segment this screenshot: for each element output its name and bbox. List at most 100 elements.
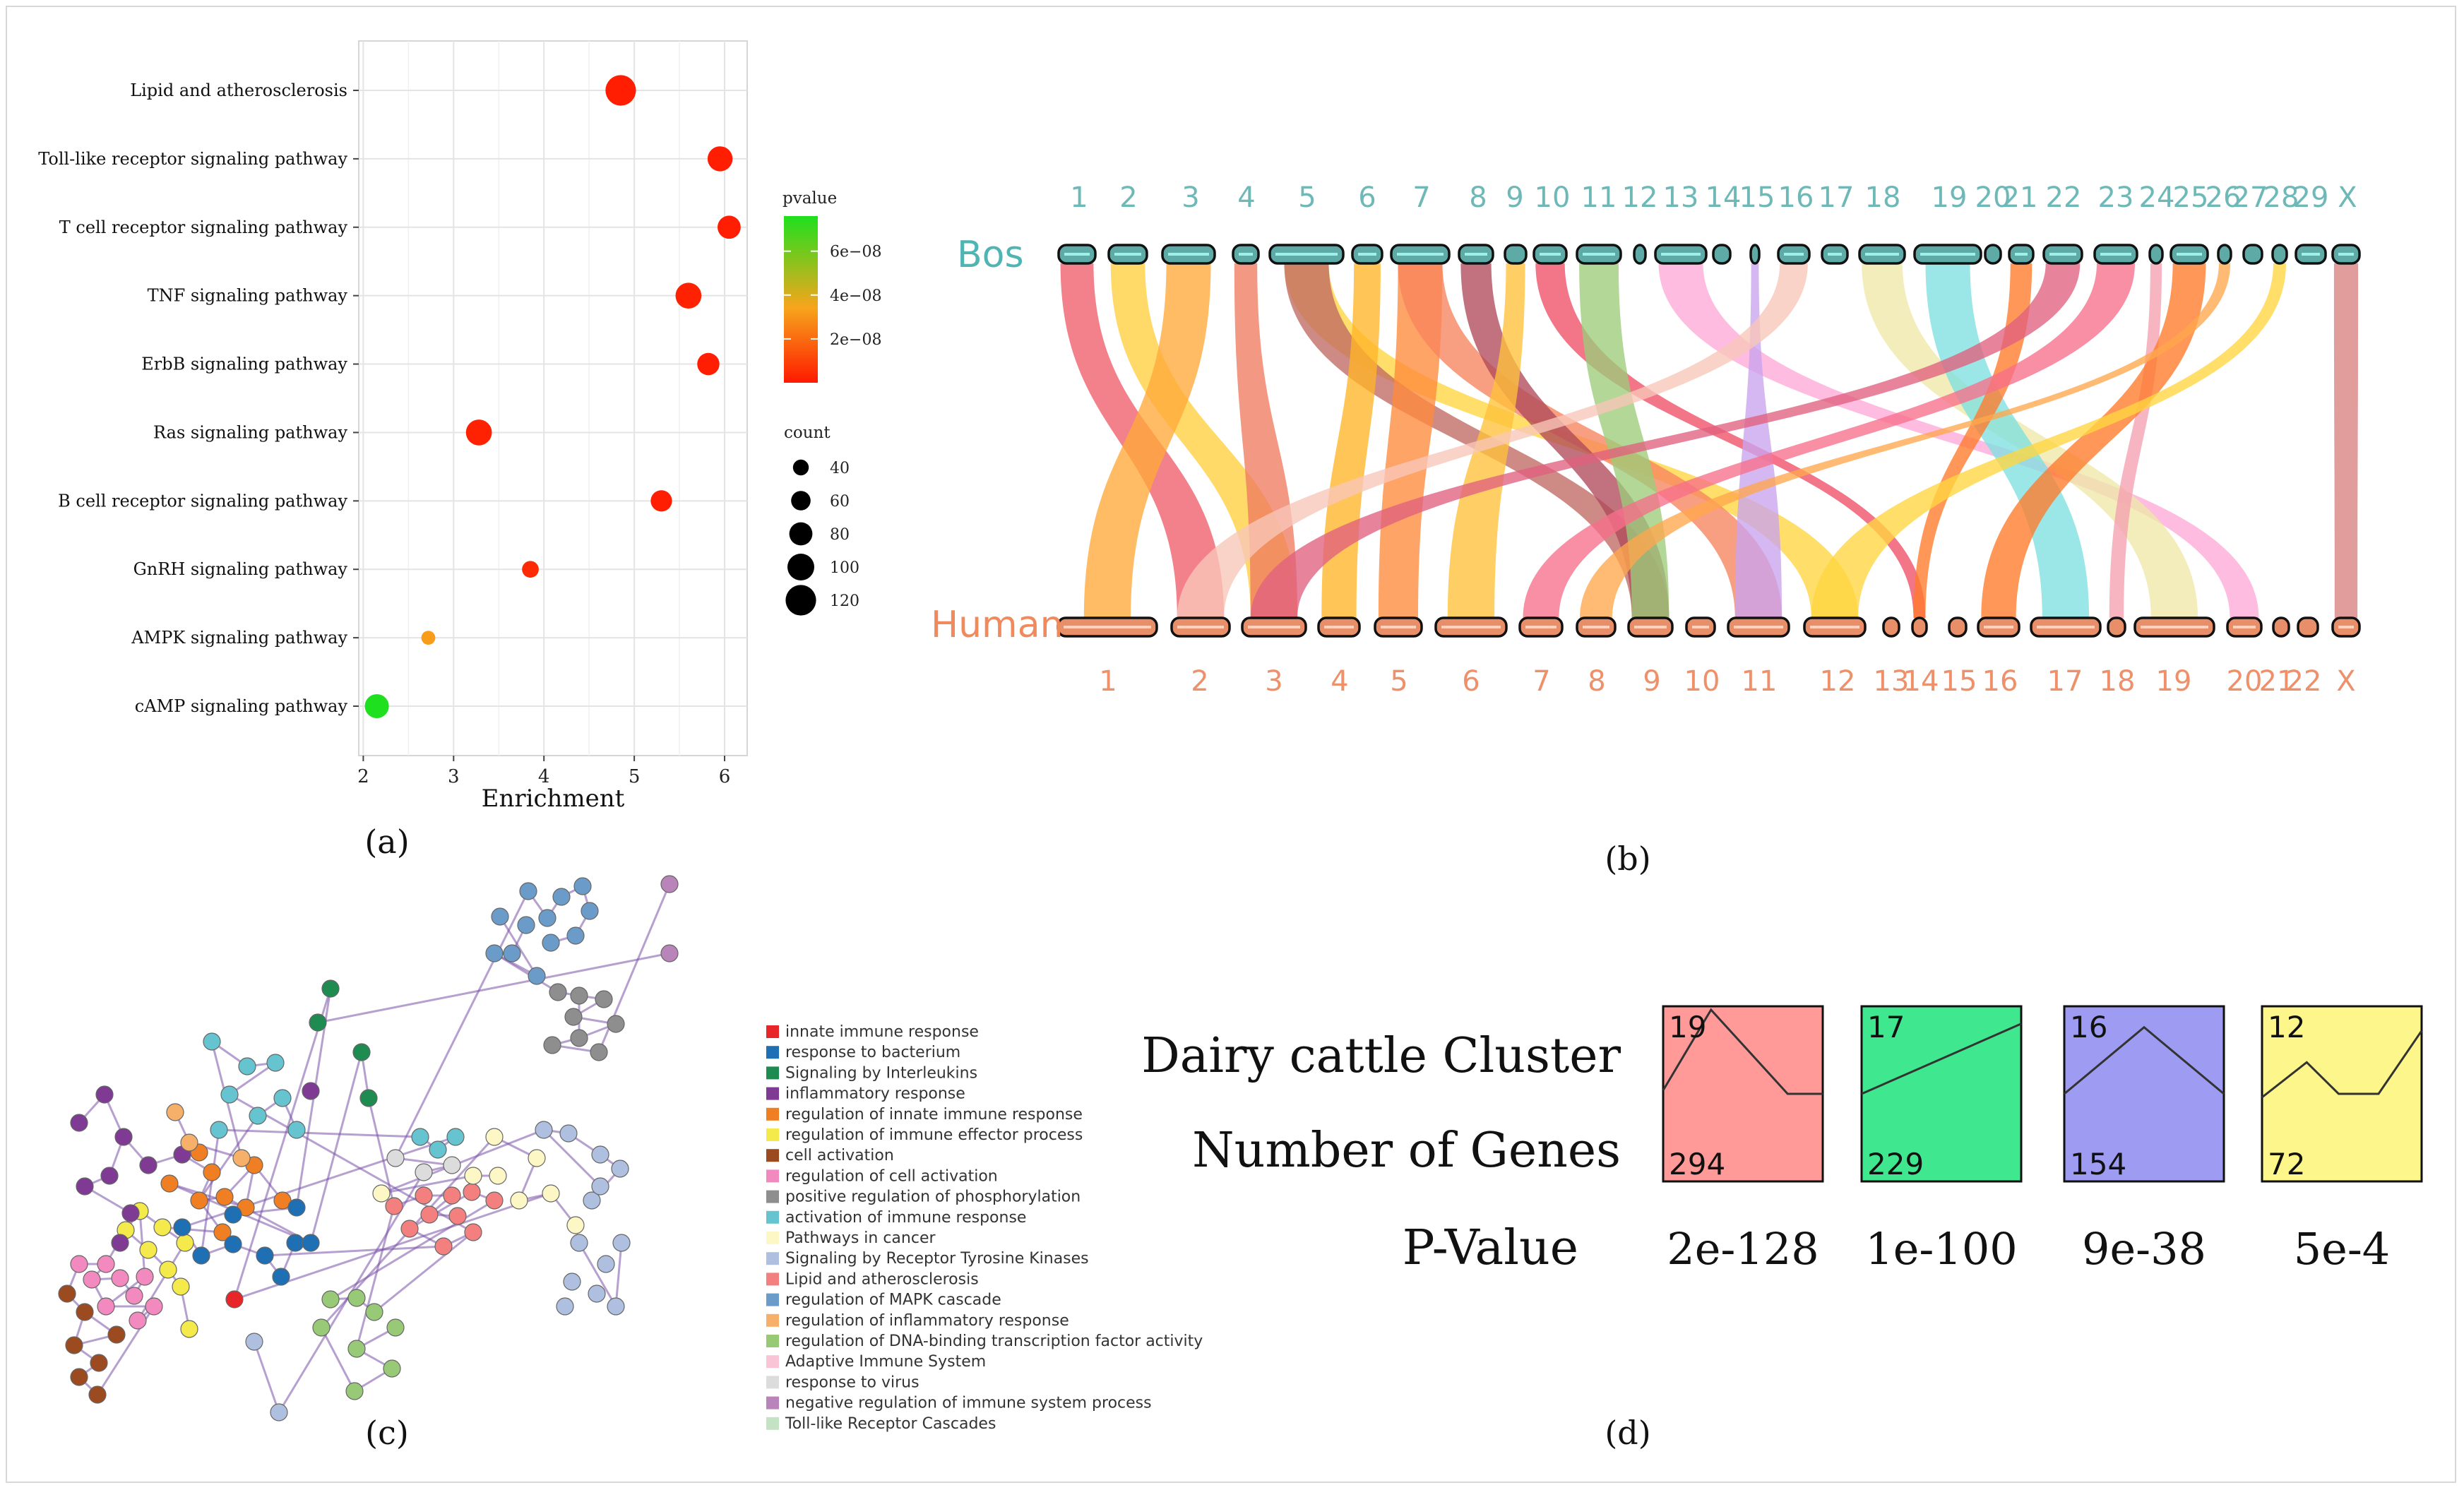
network-node xyxy=(660,875,679,893)
human-chromosome-label: 9 xyxy=(1643,665,1660,698)
bos-chromosome-label: 23 xyxy=(2098,181,2134,214)
legend-swatch xyxy=(766,1376,779,1389)
network-edge xyxy=(169,1182,246,1209)
cluster-gene-count: 294 xyxy=(1669,1147,1725,1181)
legend-label: cell activation xyxy=(785,1147,894,1164)
bos-label: Bos xyxy=(957,234,1024,276)
legend-label: Adaptive Immune System xyxy=(785,1353,986,1371)
network-edge xyxy=(578,1242,617,1307)
bos-chromosome xyxy=(1633,244,1647,265)
enrichment-point xyxy=(421,631,436,645)
count-legend-label: 120 xyxy=(830,592,859,610)
bos-chromosomes xyxy=(1057,244,2361,265)
legend-swatch xyxy=(766,1046,779,1059)
network-edge xyxy=(264,1245,444,1257)
colorbar-tick-label: 2e−08 xyxy=(830,331,881,349)
network-node xyxy=(90,1354,108,1372)
enrichment-point xyxy=(522,561,539,578)
legend-swatch xyxy=(766,1313,779,1327)
cluster-profile-line xyxy=(2064,1025,2225,1095)
network-node xyxy=(347,1289,366,1307)
cluster-pvalue: 2e-128 xyxy=(1667,1223,1819,1275)
panel-a-chart: Lipid and atherosclerosis Toll-like recep… xyxy=(38,40,881,861)
network-node xyxy=(411,1128,429,1146)
network-node xyxy=(517,916,535,934)
network-node xyxy=(448,1207,467,1225)
network-node xyxy=(321,1290,340,1309)
human-chromosome-label: 15 xyxy=(1941,665,1977,698)
network-node xyxy=(287,1198,306,1217)
human-chromosome-label: 1 xyxy=(1099,665,1117,698)
bos-chromosome-label: 11 xyxy=(1581,181,1617,214)
network-edge xyxy=(374,1231,474,1313)
network-node xyxy=(160,1174,179,1193)
synteny-link xyxy=(1378,263,1443,618)
category-label: Ras signaling pathway xyxy=(153,422,347,442)
network-node xyxy=(309,1013,327,1032)
network-edge xyxy=(229,1061,276,1096)
cluster-gene-count: 72 xyxy=(2268,1147,2305,1181)
synteny-link xyxy=(1177,263,1808,618)
legend-label: Pathways in cancer xyxy=(785,1229,936,1247)
bos-chromosome-label: 1 xyxy=(1070,181,1088,214)
network-edge xyxy=(381,1128,544,1195)
network-node xyxy=(528,1149,546,1167)
category-label: GnRH signaling pathway xyxy=(133,559,348,579)
human-chromosome xyxy=(1911,616,1928,638)
count-legend-label: 80 xyxy=(830,526,850,544)
network-node xyxy=(386,1149,405,1167)
legend-swatch xyxy=(766,1252,779,1265)
network-node xyxy=(111,1234,129,1252)
network-node xyxy=(563,1273,581,1291)
network-node xyxy=(538,909,557,927)
x-tick-label: 3 xyxy=(448,766,460,787)
network-node xyxy=(503,944,521,962)
legend-swatch xyxy=(766,1190,779,1203)
pvalue-legend-ticks: 6e−08 4e−08 2e−08 xyxy=(784,244,881,349)
count-legend-dot xyxy=(791,491,811,511)
bos-chromosome-label: 26 xyxy=(2206,181,2242,214)
x-tick-label: 2 xyxy=(357,766,369,787)
network-node xyxy=(383,1359,401,1378)
panel-a-label: (a) xyxy=(364,823,409,861)
network-node xyxy=(564,1008,583,1026)
count-legend-label: 60 xyxy=(830,493,850,511)
network-node xyxy=(321,979,340,998)
synteny-link xyxy=(1250,263,2081,618)
network-node xyxy=(542,934,560,952)
network-node xyxy=(591,1145,609,1164)
synteny-link xyxy=(1284,263,1670,618)
network-node xyxy=(573,877,592,895)
human-chromosome-label: 8 xyxy=(1588,665,1605,698)
legend-swatch xyxy=(766,1169,779,1183)
synteny-link xyxy=(1579,263,1670,618)
legend-swatch xyxy=(766,1335,779,1347)
network-node xyxy=(192,1246,210,1265)
synteny-link xyxy=(1535,263,1926,618)
category-label: AMPK signaling pathway xyxy=(131,628,347,648)
network-node xyxy=(519,882,537,900)
panel-b-label: (b) xyxy=(1605,840,1650,878)
synteny-link xyxy=(1580,263,2231,618)
network-node xyxy=(153,1218,172,1236)
network-edge xyxy=(198,1115,259,1201)
cluster-profile-line xyxy=(1861,1023,2022,1095)
bos-chromosome-label: 13 xyxy=(1663,181,1699,214)
network-node xyxy=(238,1057,256,1075)
network-node xyxy=(542,1184,560,1203)
network-edge xyxy=(409,1191,472,1230)
network-edge xyxy=(381,1174,474,1195)
network-node xyxy=(345,1382,364,1400)
enrichment-point xyxy=(650,490,672,512)
bos-chromosome-label: 14 xyxy=(1706,181,1742,214)
network-node xyxy=(166,1103,184,1121)
bos-chromosome-label: 22 xyxy=(2046,181,2082,214)
cluster-id: 17 xyxy=(1867,1010,1905,1044)
network-node xyxy=(559,1124,578,1143)
network-node xyxy=(607,1297,625,1316)
cluster-profile-line xyxy=(2261,1030,2423,1099)
category-label: TNF signaling pathway xyxy=(148,286,348,306)
human-chromosome-label: X xyxy=(2336,665,2355,698)
